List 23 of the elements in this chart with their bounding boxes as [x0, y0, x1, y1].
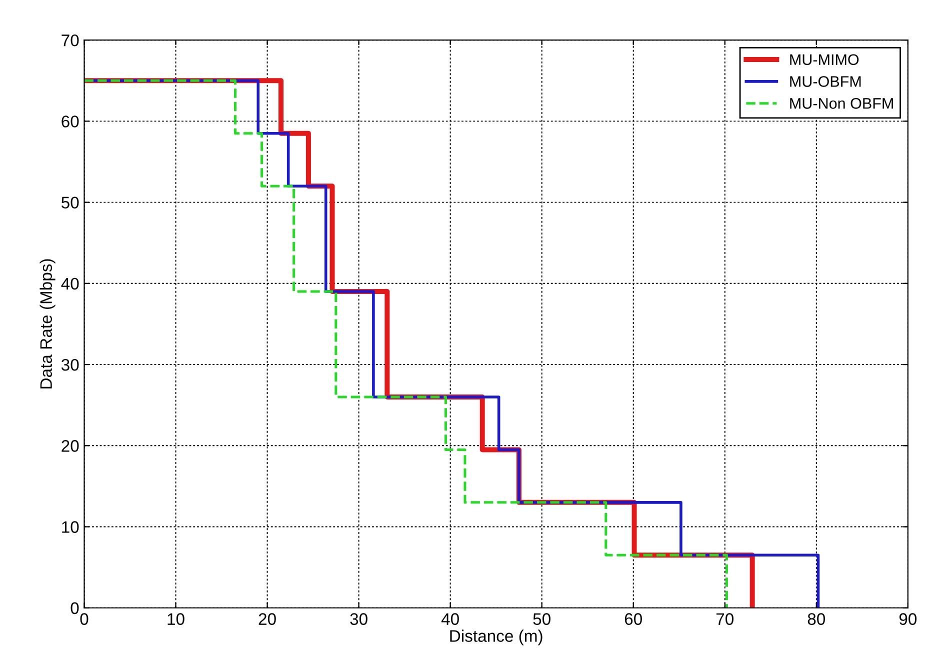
x-tick-label: 90 [899, 613, 917, 625]
x-tick-label: 30 [350, 613, 368, 625]
y-tick-label: 20 [62, 440, 79, 452]
x-tick-label: 80 [808, 613, 826, 625]
y-tick-label: 50 [62, 196, 79, 209]
y-tick-label: 10 [62, 521, 79, 533]
x-axis-title: Distance (m) [450, 630, 542, 646]
y-tick-label: 0 [70, 602, 79, 614]
y-axis-title: Data Rate (Mbps) [40, 259, 56, 388]
x-tick-label: 70 [716, 613, 734, 625]
y-tick-label: 40 [61, 278, 79, 290]
x-tick-label: 20 [258, 613, 276, 625]
y-tick-label: 60 [62, 116, 79, 128]
legend-label: MU-OBFM [790, 76, 861, 87]
legend-label: MU-Non OBFM [790, 98, 893, 109]
y-tick-label: 70 [62, 34, 79, 46]
x-tick-label: 40 [441, 613, 459, 625]
x-tick-label: 10 [168, 613, 184, 625]
x-tick-label: 50 [533, 613, 550, 625]
x-tick-label: 60 [624, 613, 642, 625]
x-tick-label: 0 [80, 613, 88, 625]
y-tick-label: 30 [61, 358, 79, 371]
legend-label: MU-MIMO [790, 54, 859, 66]
